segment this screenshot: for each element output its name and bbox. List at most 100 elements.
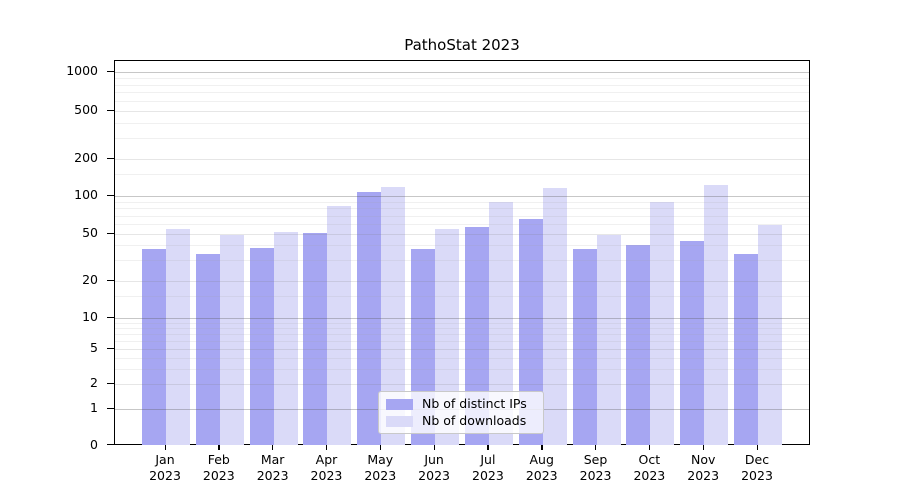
x-tick-label-dec: Dec 2023: [741, 452, 773, 483]
y-tick-label-50: 50: [82, 225, 98, 240]
x-tick-label-mar: Mar 2023: [256, 452, 289, 483]
x-tick-mark-feb: [218, 445, 220, 450]
x-tick-label-sep: Sep 2023: [579, 452, 612, 483]
gridline-y-6: [115, 340, 809, 342]
gridline-y-4: [115, 357, 809, 359]
y-tick-mark-0: [107, 444, 114, 446]
x-tick-mark-oct: [648, 445, 651, 450]
gridline-y-8: [115, 327, 809, 329]
y-tick-mark-20: [107, 279, 114, 281]
gridline-y-90: [115, 201, 809, 203]
gridline-y-300: [115, 137, 809, 139]
x-tick-mark-apr: [325, 445, 328, 450]
bar-distinct-ips-dec: [734, 253, 758, 445]
gridline-y-500: [115, 111, 809, 112]
bar-downloads-aug: [542, 188, 567, 445]
gridline-y-40: [115, 245, 809, 247]
y-tick-label-1: 1: [90, 400, 98, 415]
bar-downloads-apr: [327, 206, 352, 445]
bar-distinct-ips-oct: [626, 245, 651, 445]
y-tick-label-0: 0: [90, 436, 98, 452]
gridline-y-50: [115, 234, 809, 235]
legend: Nb of distinct IPs Nb of downloads: [378, 391, 544, 434]
chart-title: PathoStat 2023: [404, 36, 520, 54]
legend-label-distinct-ips: Nb of distinct IPs: [422, 396, 527, 411]
bar-distinct-ips-apr: [303, 232, 328, 445]
bar-downloads-nov: [704, 185, 729, 445]
gridline-y-5: [115, 349, 809, 350]
gridline-y-800: [115, 84, 809, 86]
legend-swatch-distinct-ips: [386, 398, 413, 410]
bar-distinct-ips-sep: [572, 249, 597, 445]
x-tick-mark-aug: [541, 445, 543, 450]
gridline-y-80: [115, 208, 809, 210]
gridline-y-900: [115, 77, 809, 79]
gridline-y-20: [115, 281, 809, 282]
y-tick-label-200: 200: [74, 150, 98, 165]
x-tick-mark-mar: [272, 445, 274, 450]
bar-downloads-dec: [758, 224, 782, 445]
gridline-y-10: [115, 318, 809, 319]
gridline-y-150: [115, 174, 809, 176]
x-tick-mark-jun: [433, 445, 435, 450]
gridline-y-60: [115, 224, 809, 225]
y-tick-label-10: 10: [82, 309, 98, 324]
gridline-y-1000: [115, 72, 809, 73]
bar-downloads-oct: [650, 201, 675, 445]
x-tick-mark-may: [379, 445, 382, 450]
y-tick-mark-100: [107, 194, 114, 196]
x-tick-label-may: May 2023: [364, 452, 397, 483]
gridline-y-400: [115, 122, 809, 124]
x-tick-label-nov: Nov 2023: [687, 452, 720, 483]
gridline-y-30: [115, 260, 809, 262]
bar-distinct-ips-feb: [195, 253, 220, 445]
y-tick-mark-1000: [107, 70, 114, 72]
y-tick-label-5: 5: [90, 340, 98, 355]
gridline-y-200: [115, 159, 809, 160]
x-tick-label-aug: Aug 2023: [525, 452, 558, 483]
x-tick-label-jun: Jun 2023: [418, 452, 450, 483]
x-tick-mark-dec: [756, 445, 758, 450]
gridline-y-600: [115, 100, 809, 102]
y-tick-mark-200: [107, 157, 114, 159]
y-tick-mark-500: [107, 109, 114, 111]
plot-area: [114, 60, 810, 445]
bar-downloads-jan: [166, 228, 190, 445]
y-tick-label-1000: 1000: [66, 63, 98, 78]
bar-downloads-feb: [219, 235, 244, 445]
y-tick-label-100: 100: [74, 187, 98, 202]
bar-distinct-ips-jan: [142, 249, 166, 445]
y-tick-label-500: 500: [74, 102, 98, 117]
y-tick-mark-10: [107, 316, 114, 318]
x-tick-mark-jul: [487, 445, 489, 450]
x-tick-label-apr: Apr 2023: [310, 452, 343, 483]
legend-item-downloads: Nb of downloads: [386, 414, 536, 428]
bar-downloads-mar: [273, 231, 298, 445]
y-tick-label-2: 2: [90, 375, 98, 390]
x-tick-mark-nov: [702, 445, 704, 450]
y-tick-mark-2: [107, 382, 114, 384]
x-tick-label-jan: Jan 2023: [149, 452, 181, 483]
gridline-y-3: [115, 368, 809, 370]
x-tick-label-jul: Jul 2023: [472, 452, 504, 483]
gridline-y-700: [115, 92, 809, 94]
gridline-y-100: [115, 196, 809, 197]
y-tick-mark-50: [107, 232, 114, 234]
bar-distinct-ips-may: [357, 192, 382, 445]
y-tick-mark-1: [107, 407, 114, 409]
legend-swatch-downloads: [386, 415, 413, 427]
gridline-y-70: [115, 215, 809, 217]
gridline-y-7: [115, 333, 809, 335]
bar-distinct-ips-mar: [249, 248, 274, 445]
bar-downloads-sep: [596, 235, 621, 445]
gridline-y-15: [115, 296, 809, 298]
gridline-y-2: [115, 384, 809, 385]
y-tick-label-20: 20: [82, 272, 98, 287]
legend-item-distinct-ips: Nb of distinct IPs: [386, 397, 536, 411]
y-tick-mark-5: [107, 347, 114, 349]
bar-distinct-ips-nov: [680, 240, 705, 445]
x-tick-mark-sep: [595, 445, 597, 450]
x-tick-mark-jan: [164, 445, 166, 450]
gridline-y-9: [115, 322, 809, 324]
